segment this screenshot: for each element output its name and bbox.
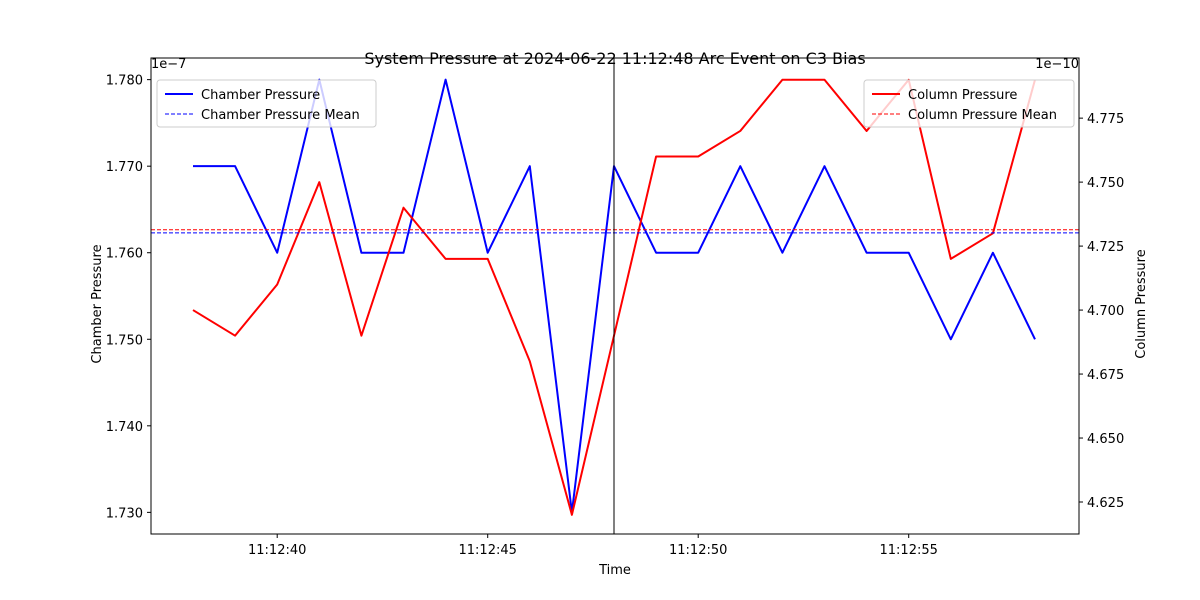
x-axis-label: Time [598, 563, 631, 578]
left-y-tick-label: 1.770 [106, 160, 143, 175]
right-legend-box [863, 79, 1075, 128]
axes-frame [150, 57, 1080, 535]
right-legend-label: Column Pressure [908, 88, 1017, 103]
left-axis-scale-label: 1e−7 [151, 57, 186, 72]
left-y-tick-label: 1.730 [106, 506, 143, 521]
left-legend: Chamber Pressure Chamber Pressure Mean [156, 79, 377, 128]
right-y-tick-label: 4.700 [1087, 304, 1124, 319]
left-y-tick-label: 1.740 [106, 420, 143, 435]
right-y-tick-label: 4.625 [1087, 496, 1124, 511]
left-y-tick-label: 1.760 [106, 247, 143, 262]
right-y-axis-label: Column Pressure [1134, 249, 1149, 358]
right-legend-label: Column Pressure Mean [908, 108, 1057, 123]
left-y-tick-label: 1.750 [106, 333, 143, 348]
left-legend-label: Chamber Pressure [201, 88, 320, 103]
left-legend-label: Chamber Pressure Mean [201, 108, 360, 123]
axes: 11:12:40 11:12:45 11:12:50 11:12:55 1.730 1.7… [106, 57, 1124, 558]
left-legend-box [156, 79, 377, 128]
x-tick-label: 11:12:55 [880, 543, 938, 558]
x-tick-label: 11:12:40 [248, 543, 306, 558]
legends: Chamber Pressure Chamber Pressure Mean Col… [156, 79, 1075, 128]
right-y-tick-label: 4.750 [1087, 176, 1124, 191]
right-legend: Column Pressure Column Pressure Mean [863, 79, 1075, 128]
right-y-tick-label: 4.775 [1087, 112, 1124, 127]
right-y-tick-label: 4.725 [1087, 240, 1124, 255]
x-tick-label: 11:12:50 [669, 543, 727, 558]
left-y-axis-label: Chamber Pressure [90, 244, 105, 363]
left-y-tick-label: 1.780 [106, 74, 143, 89]
right-y-tick-label: 4.675 [1087, 368, 1124, 383]
x-tick-label: 11:12:45 [459, 543, 517, 558]
right-y-tick-label: 4.650 [1087, 432, 1124, 447]
right-axis-scale-label: 1e−10 [1035, 57, 1079, 72]
